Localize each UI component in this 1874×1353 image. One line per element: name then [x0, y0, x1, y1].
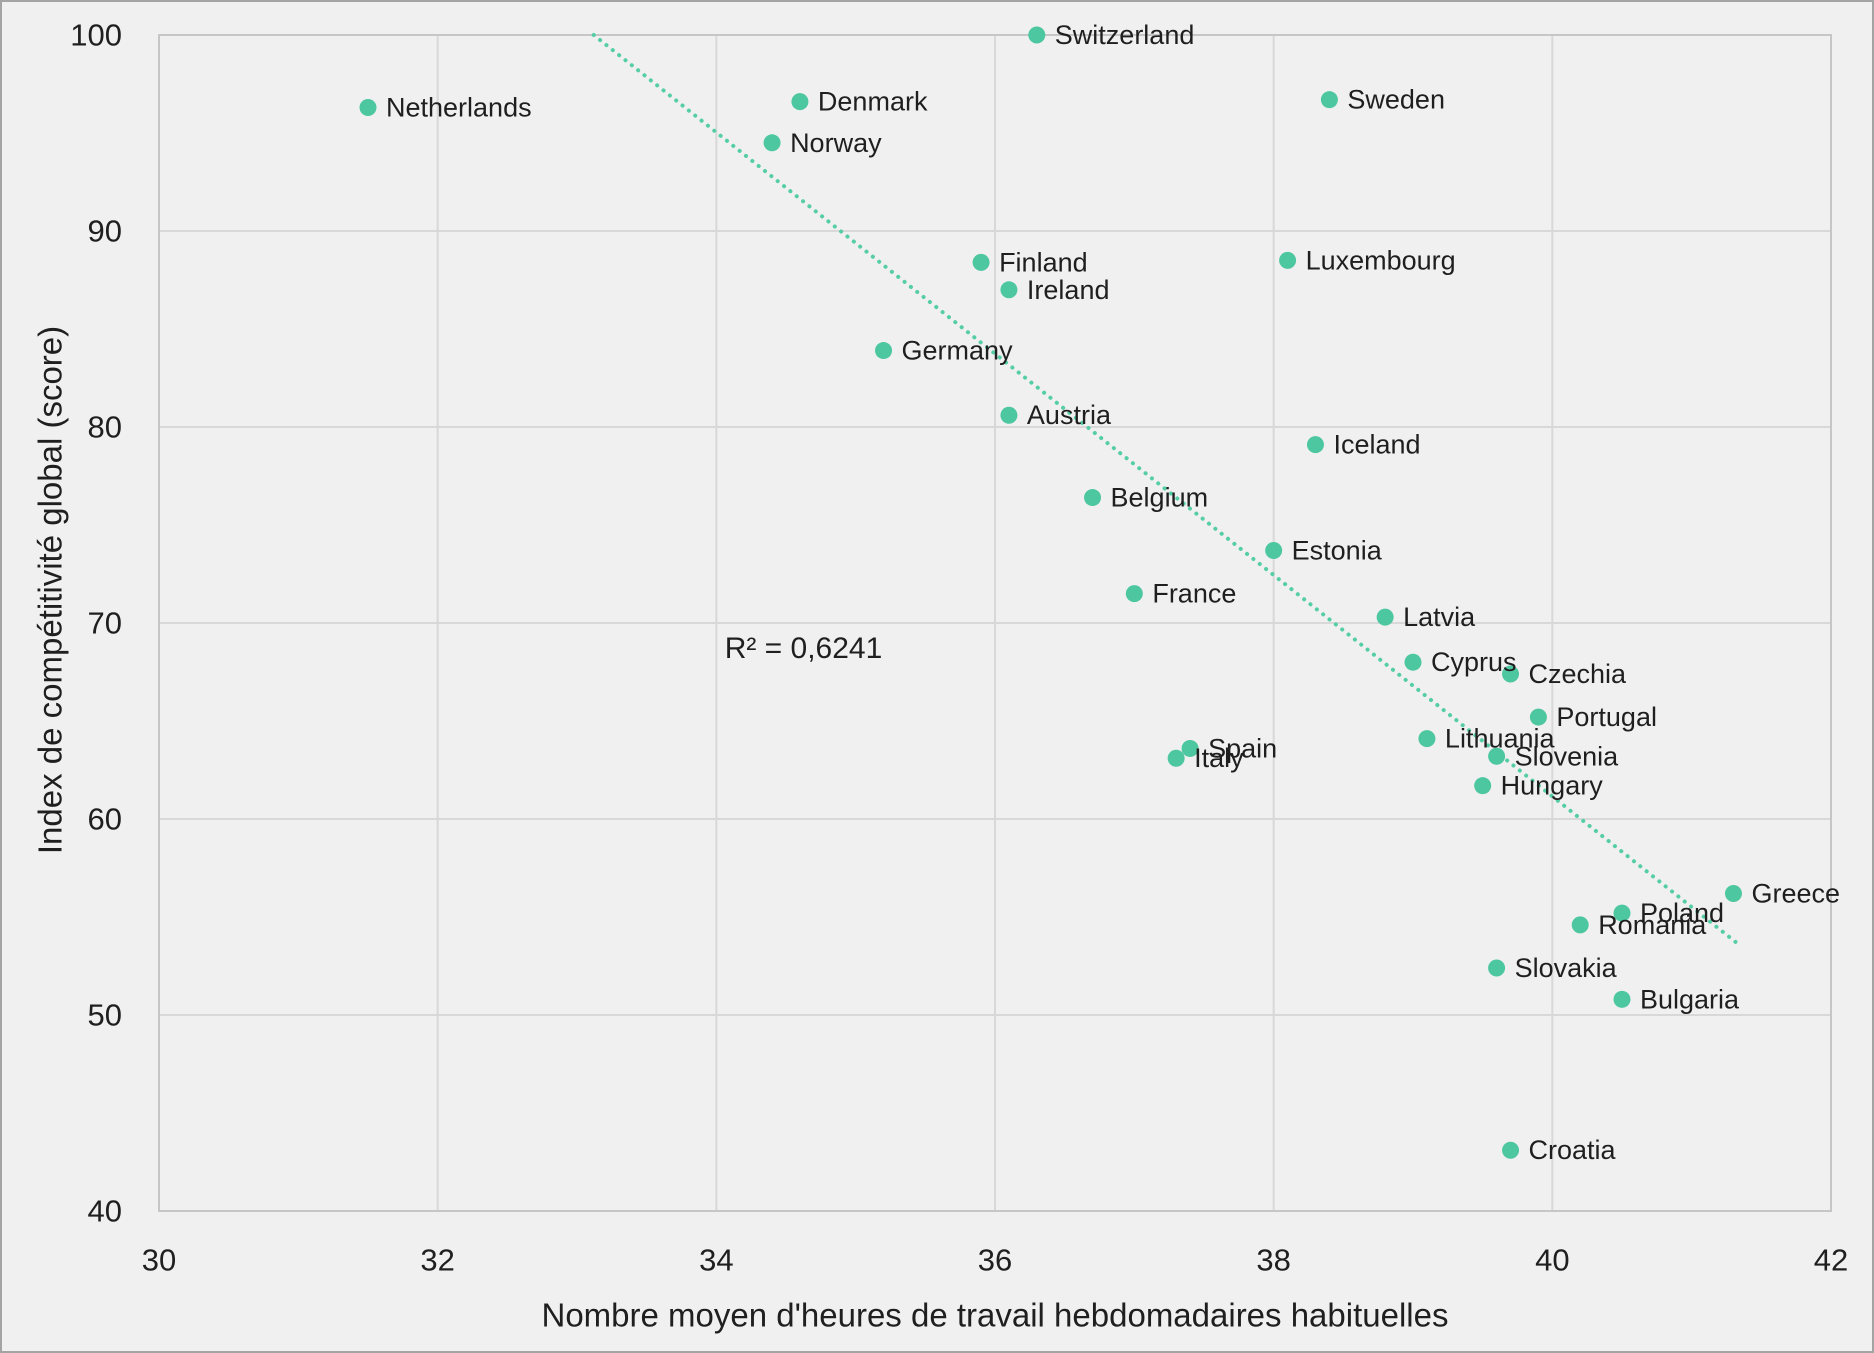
- point-label-sweden: Sweden: [1347, 85, 1445, 115]
- point-label-hungary: Hungary: [1501, 771, 1604, 801]
- data-point-switzerland: [1028, 26, 1046, 44]
- y-tick-label: 100: [70, 18, 122, 53]
- x-tick-label: 38: [1256, 1243, 1290, 1278]
- x-axis-tick-labels: 30 32 34 36 38 40 42: [142, 1243, 1848, 1278]
- data-point-luxembourg: [1279, 251, 1297, 269]
- data-point-spain: [1181, 739, 1199, 757]
- data-points: [359, 26, 1742, 1159]
- data-point-norway: [763, 134, 781, 152]
- data-point-estonia: [1265, 541, 1283, 559]
- point-label-czechia: Czechia: [1529, 659, 1628, 689]
- x-tick-label: 30: [142, 1243, 176, 1278]
- data-point-portugal: [1529, 708, 1547, 726]
- data-point-iceland: [1306, 436, 1324, 454]
- x-tick-label: 32: [420, 1243, 454, 1278]
- point-label-denmark: Denmark: [818, 87, 928, 117]
- data-point-czechia: [1502, 665, 1520, 683]
- r-squared-label: R² = 0,6241: [725, 632, 883, 665]
- point-label-spain: Spain: [1208, 733, 1277, 763]
- data-point-austria: [1000, 406, 1018, 424]
- data-point-sweden: [1320, 91, 1338, 109]
- data-point-hungary: [1474, 777, 1492, 795]
- point-label-slovenia: Slovenia: [1515, 741, 1620, 771]
- point-label-greece: Greece: [1751, 878, 1840, 908]
- point-label-iceland: Iceland: [1333, 430, 1420, 460]
- plot-border: [158, 34, 1832, 1212]
- point-label-lithuania: Lithuania: [1445, 724, 1556, 754]
- x-tick-label: 42: [1814, 1243, 1848, 1278]
- point-label-switzerland: Switzerland: [1055, 20, 1195, 50]
- point-label-belgium: Belgium: [1111, 483, 1209, 513]
- y-tick-label: 80: [88, 410, 122, 445]
- data-point-lithuania: [1418, 730, 1436, 748]
- data-point-croatia: [1502, 1141, 1520, 1159]
- data-point-denmark: [791, 93, 809, 111]
- point-label-cyprus: Cyprus: [1431, 647, 1517, 677]
- point-label-italy: Italy: [1194, 743, 1244, 773]
- gridlines: [159, 35, 1831, 1211]
- data-point-latvia: [1376, 608, 1394, 626]
- data-point-belgium: [1084, 489, 1102, 507]
- point-label-norway: Norway: [790, 128, 882, 158]
- point-label-estonia: Estonia: [1292, 535, 1383, 565]
- y-tick-label: 50: [88, 998, 122, 1033]
- x-tick-label: 40: [1535, 1243, 1569, 1278]
- data-point-france: [1125, 585, 1143, 603]
- x-tick-label: 34: [699, 1243, 733, 1278]
- data-point-greece: [1724, 884, 1742, 902]
- data-point-ireland: [1000, 281, 1018, 299]
- point-label-latvia: Latvia: [1403, 602, 1476, 632]
- point-label-romania: Romania: [1598, 910, 1707, 940]
- point-label-netherlands: Netherlands: [386, 93, 532, 123]
- y-axis-tick-labels: 40 50 60 70 80 90 100: [70, 18, 122, 1229]
- point-label-croatia: Croatia: [1529, 1135, 1617, 1165]
- point-labels: Switzerland Netherlands Sweden Denmark Norwa…: [386, 20, 1840, 1165]
- point-label-finland: Finland: [999, 247, 1088, 277]
- data-point-cyprus: [1404, 653, 1422, 671]
- y-tick-label: 40: [88, 1194, 122, 1229]
- data-point-finland: [972, 253, 990, 271]
- point-label-poland: Poland: [1640, 898, 1724, 928]
- point-label-bulgaria: Bulgaria: [1640, 984, 1740, 1014]
- data-point-italy: [1167, 749, 1185, 767]
- y-tick-label: 60: [88, 802, 122, 837]
- point-label-austria: Austria: [1027, 400, 1112, 430]
- data-point-poland: [1613, 904, 1631, 922]
- x-tick-label: 36: [978, 1243, 1012, 1278]
- data-point-slovakia: [1488, 959, 1506, 977]
- point-label-portugal: Portugal: [1556, 702, 1657, 732]
- y-axis-title: Index de compétitivité global (score): [32, 326, 69, 854]
- data-point-germany: [875, 342, 893, 360]
- data-point-bulgaria: [1613, 990, 1631, 1008]
- data-point-slovenia: [1488, 747, 1506, 765]
- point-label-slovakia: Slovakia: [1515, 953, 1618, 983]
- point-label-luxembourg: Luxembourg: [1306, 245, 1456, 275]
- data-point-romania: [1571, 916, 1589, 934]
- trend-line: [591, 33, 1739, 945]
- data-point-netherlands: [359, 99, 377, 117]
- point-label-france: France: [1152, 579, 1236, 609]
- y-tick-label: 90: [88, 214, 122, 249]
- point-label-ireland: Ireland: [1027, 275, 1110, 305]
- y-tick-label: 70: [88, 606, 122, 641]
- x-axis-title: Nombre moyen d'heures de travail hebdoma…: [542, 1297, 1449, 1334]
- point-label-germany: Germany: [902, 336, 1014, 366]
